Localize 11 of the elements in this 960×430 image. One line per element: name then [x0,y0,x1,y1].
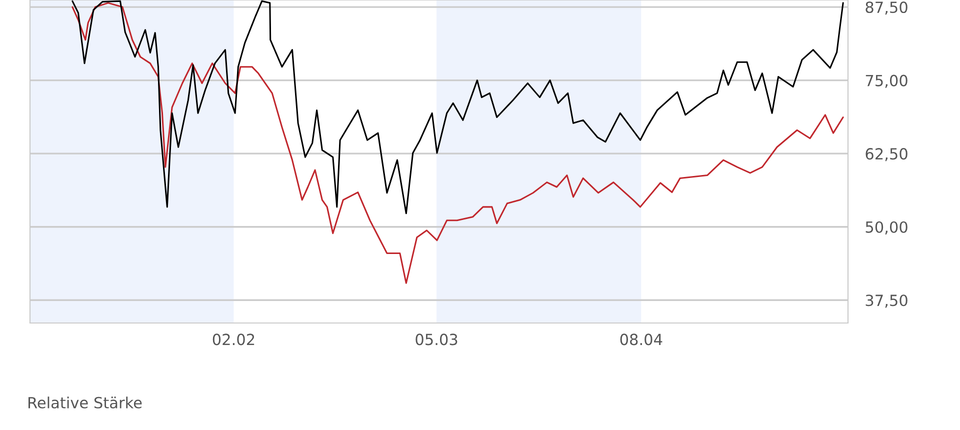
x-tick-label: 05.03 [416,334,458,346]
text: Relative Stärke [28,396,142,408]
x-tick-label: 02.02 [212,334,254,346]
y-tick-label: 87,50 [866,2,908,15]
x-tick-label: 08.04 [620,334,662,346]
y-tick-label: 62,50 [866,148,908,162]
y-tick-label: 37,50 [866,294,908,308]
line-series [72,0,844,214]
y-tick-label: 50,00 [866,221,908,234]
line-series [72,2,844,284]
y-tick-label: 75,00 [866,74,908,88]
